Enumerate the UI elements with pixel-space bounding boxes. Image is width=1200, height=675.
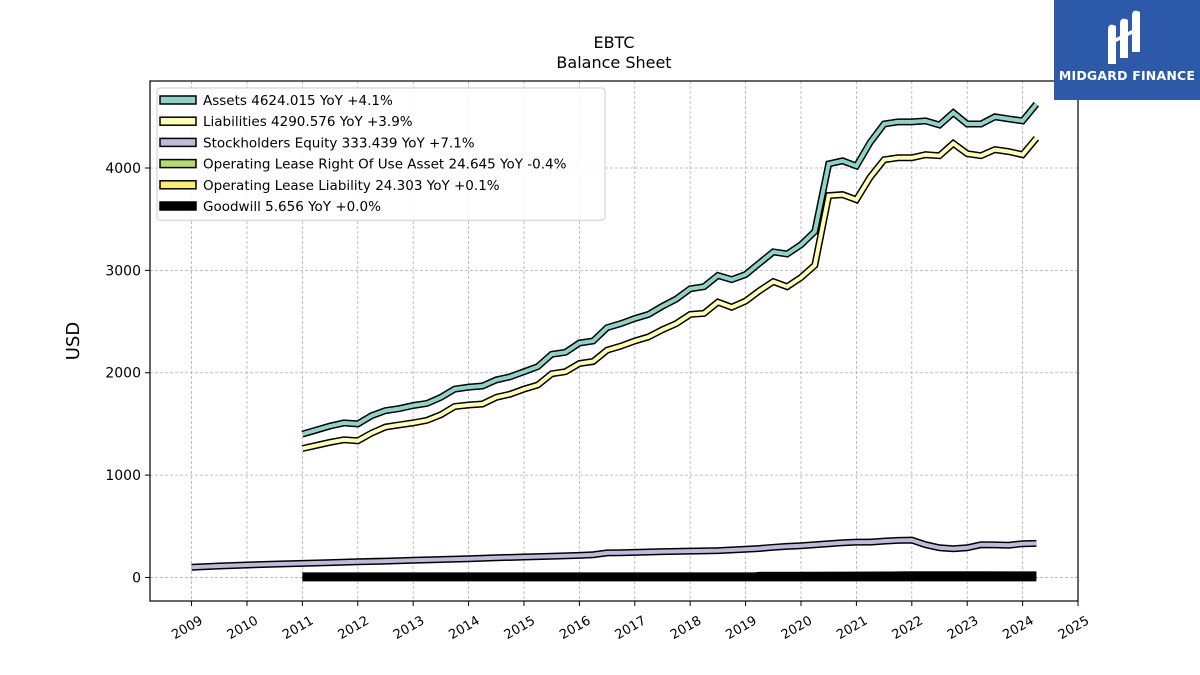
chart-subtitle: Balance Sheet — [556, 53, 671, 72]
y-tick-label: 3000 — [105, 263, 141, 279]
series-line — [191, 536, 1037, 571]
brand-logo: MIDGARD FINANCE — [1054, 0, 1200, 100]
x-tick-label: 2013 — [391, 613, 427, 643]
legend-label: Goodwill 5.656 YoY +0.0% — [203, 199, 381, 215]
x-tick-label: 2014 — [446, 613, 482, 643]
x-tick-label: 2023 — [945, 613, 981, 643]
x-tick-label: 2012 — [336, 613, 372, 643]
y-tick-label: 1000 — [105, 468, 141, 484]
series-stroke — [191, 538, 1037, 570]
legend-swatch — [159, 158, 197, 169]
y-tick-label: 0 — [132, 570, 141, 586]
plot-frame — [149, 80, 1079, 602]
x-tick-label: 2010 — [225, 613, 261, 643]
y-axis-ticks: 0 1000 2000 3000 4000 — [105, 161, 150, 586]
legend-label: Assets 4624.015 YoY +4.1% — [203, 93, 393, 109]
legend-label: Operating Lease Right Of Use Asset 24.64… — [203, 157, 567, 173]
legend-entry: Liabilities 4290.576 YoY +3.9% — [159, 114, 413, 130]
x-tick-label: 2017 — [613, 613, 649, 643]
legend-entry: Stockholders Equity 333.439 YoY +7.1% — [159, 135, 475, 151]
legend-label: Liabilities 4290.576 YoY +3.9% — [203, 114, 413, 130]
legend-swatch — [159, 116, 197, 126]
legend-label: Stockholders Equity 333.439 YoY +7.1% — [203, 135, 475, 151]
legend-label: Operating Lease Liability 24.303 YoY +0.… — [203, 178, 500, 194]
x-tick-label: 2011 — [280, 613, 316, 643]
legend-swatch — [159, 180, 197, 190]
legend-entry: Operating Lease Right Of Use Asset 24.64… — [159, 157, 567, 173]
x-tick-label: 2019 — [723, 613, 759, 643]
legend-box — [156, 87, 606, 221]
x-tick-label: 2024 — [1000, 613, 1036, 643]
legend-entry: Operating Lease Liability 24.303 YoY +0.… — [159, 178, 500, 194]
legend-entry: Goodwill 5.656 YoY +0.0% — [159, 199, 381, 215]
x-tick-label: 2021 — [834, 613, 870, 643]
chart-title: EBTC — [593, 33, 634, 52]
series-line — [301, 135, 1040, 452]
series-lines — [191, 101, 1040, 582]
chart-legend: Assets 4624.015 YoY +4.1% Liabilities 429… — [156, 87, 606, 221]
y-tick-label: 4000 — [105, 161, 141, 177]
x-tick-label: 2015 — [502, 613, 538, 643]
series-line — [301, 101, 1040, 438]
y-tick-label: 2000 — [105, 366, 141, 382]
legend-swatch — [159, 137, 197, 148]
y-axis-label: USD — [63, 322, 84, 360]
legend-entry: Assets 4624.015 YoY +4.1% — [159, 93, 393, 109]
legend-swatch — [159, 201, 197, 211]
series-stroke — [301, 102, 1038, 437]
x-tick-label: 2018 — [668, 613, 704, 643]
midgard-logo-icon — [1108, 10, 1140, 65]
brand-name: MIDGARD FINANCE — [1058, 68, 1196, 83]
series-stroke — [301, 136, 1038, 451]
x-tick-label: 2009 — [169, 613, 205, 643]
x-tick-label: 2016 — [557, 613, 593, 643]
legend-swatch — [159, 95, 197, 105]
x-axis-ticks: 2009 2010 2011 2012 2013 2014 2015 2016 2017 2018… — [169, 601, 1092, 643]
x-tick-label: 2020 — [779, 613, 815, 643]
x-tick-label: 2022 — [890, 613, 926, 643]
x-tick-label: 2025 — [1056, 613, 1092, 643]
